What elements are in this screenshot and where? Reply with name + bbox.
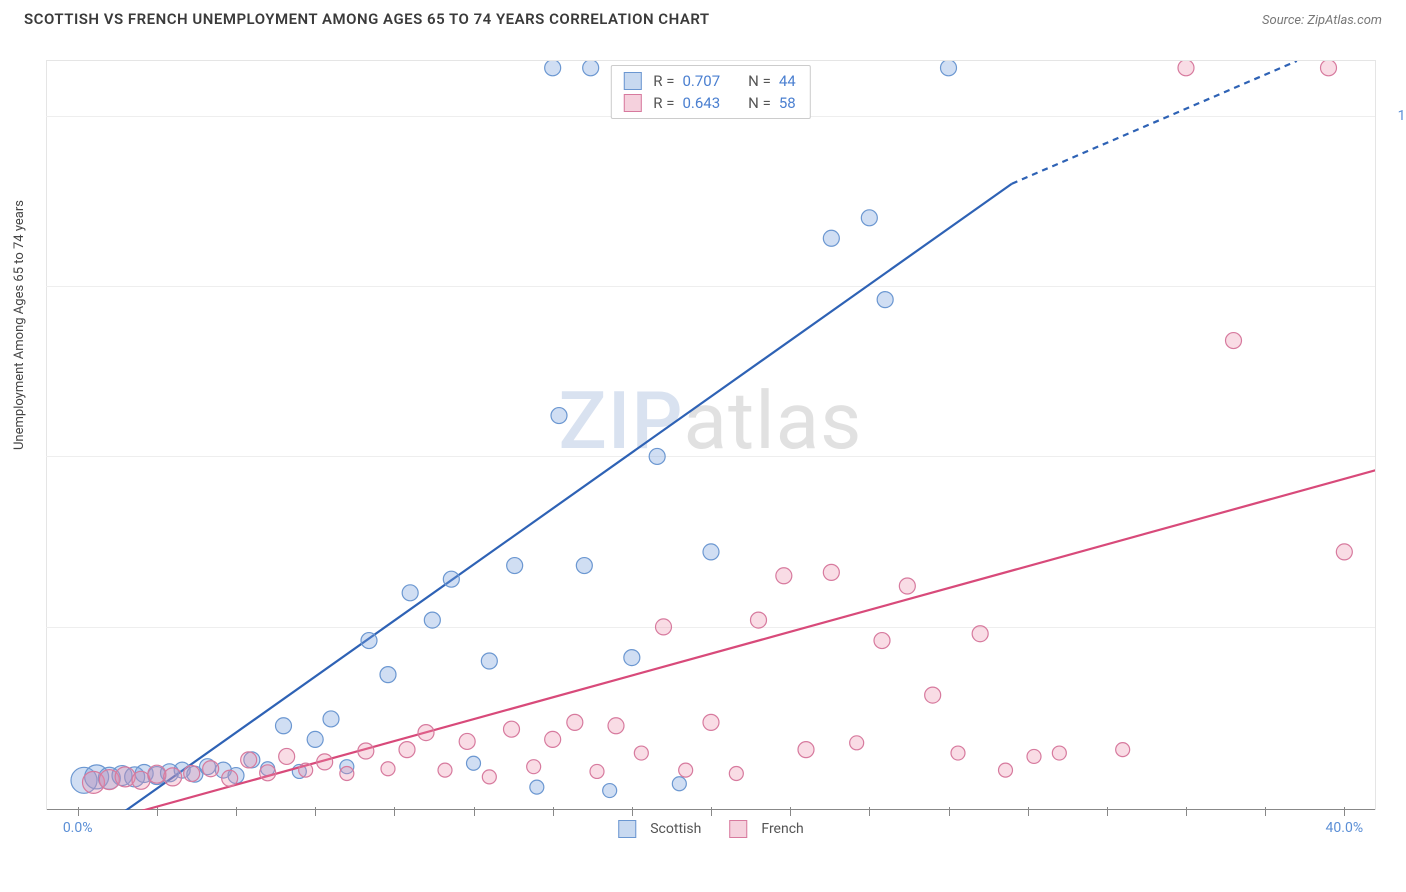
point-scottish: [583, 61, 599, 76]
point-scottish: [703, 544, 719, 560]
point-french: [260, 765, 276, 781]
point-french: [874, 633, 890, 649]
point-french: [798, 742, 814, 758]
point-scottish: [649, 448, 665, 464]
point-french: [279, 748, 295, 764]
x-tick-label: 40.0%: [1326, 820, 1364, 836]
point-french: [241, 752, 257, 768]
point-french: [482, 770, 496, 784]
point-french: [729, 767, 743, 781]
legend-stats-row-french: R = 0.643 N = 58: [623, 92, 797, 114]
point-french: [438, 763, 452, 777]
point-french: [634, 746, 648, 760]
point-french: [317, 754, 333, 770]
plot-region: 25.0%50.0%75.0%100.0% 0.0%40.0% ZIPatlas…: [46, 60, 1376, 810]
point-french: [1321, 61, 1337, 76]
point-french: [590, 764, 604, 778]
swatch-french: [623, 94, 641, 112]
point-french: [504, 721, 520, 737]
point-scottish: [467, 756, 481, 770]
point-scottish: [443, 571, 459, 587]
point-french: [899, 578, 915, 594]
x-tick-label: 0.0%: [63, 820, 93, 836]
point-scottish: [424, 612, 440, 628]
y-tick-label: 100.0%: [1398, 108, 1406, 124]
point-scottish: [361, 633, 377, 649]
point-scottish: [672, 777, 686, 791]
point-french: [925, 687, 941, 703]
regression-line-dashed-scottish: [1012, 61, 1297, 184]
legend-stats: R = 0.707 N = 44 R = 0.643 N = 58: [610, 65, 810, 119]
chart-title: SCOTTISH VS FRENCH UNEMPLOYMENT AMONG AG…: [24, 10, 710, 28]
legend-series: Scottish French: [618, 820, 804, 838]
y-axis-label: Unemployment Among Ages 65 to 74 years: [12, 200, 27, 450]
point-scottish: [941, 61, 957, 76]
regression-line-scottish: [125, 184, 1012, 810]
plot-svg: [46, 61, 1375, 810]
point-scottish: [481, 653, 497, 669]
point-scottish: [877, 292, 893, 308]
point-french: [1116, 743, 1130, 757]
point-french: [184, 766, 200, 782]
point-french: [1027, 749, 1041, 763]
point-scottish: [576, 558, 592, 574]
point-french: [545, 731, 561, 747]
point-french: [527, 760, 541, 774]
point-french: [703, 714, 719, 730]
point-scottish: [823, 230, 839, 246]
point-french: [340, 767, 354, 781]
point-scottish: [307, 731, 323, 747]
point-french: [823, 564, 839, 580]
point-scottish: [276, 718, 292, 734]
source-label: Source: ZipAtlas.com: [1262, 13, 1382, 28]
point-french: [850, 736, 864, 750]
point-french: [776, 568, 792, 584]
point-french: [358, 743, 374, 759]
point-french: [656, 619, 672, 635]
point-french: [1052, 746, 1066, 760]
legend-item-scottish: Scottish: [618, 820, 701, 838]
point-french: [1178, 61, 1194, 76]
point-french: [679, 763, 693, 777]
point-french: [1226, 333, 1242, 349]
point-french: [203, 761, 219, 777]
point-scottish: [545, 61, 561, 76]
point-french: [459, 733, 475, 749]
point-french: [1336, 544, 1352, 560]
point-french: [381, 762, 395, 776]
point-french: [567, 714, 583, 730]
point-french: [972, 626, 988, 642]
point-french: [148, 765, 166, 783]
swatch-french-icon: [729, 820, 747, 838]
chart-area: 25.0%50.0%75.0%100.0% 0.0%40.0% ZIPatlas…: [46, 60, 1376, 810]
point-french: [751, 612, 767, 628]
point-french: [399, 742, 415, 758]
legend-stats-row-scottish: R = 0.707 N = 44: [623, 70, 797, 92]
swatch-scottish-icon: [618, 820, 636, 838]
point-french: [164, 768, 182, 786]
legend-item-french: French: [729, 820, 803, 838]
point-scottish: [603, 784, 617, 798]
point-scottish: [323, 711, 339, 727]
point-french: [608, 718, 624, 734]
point-french: [299, 763, 313, 777]
point-scottish: [507, 558, 523, 574]
point-scottish: [551, 408, 567, 424]
point-scottish: [530, 780, 544, 794]
header: SCOTTISH VS FRENCH UNEMPLOYMENT AMONG AG…: [0, 0, 1406, 32]
point-scottish: [624, 650, 640, 666]
point-scottish: [402, 585, 418, 601]
swatch-scottish: [623, 72, 641, 90]
point-scottish: [861, 210, 877, 226]
point-french: [222, 770, 238, 786]
point-french: [999, 763, 1013, 777]
point-scottish: [380, 667, 396, 683]
point-french: [418, 725, 434, 741]
point-french: [951, 746, 965, 760]
